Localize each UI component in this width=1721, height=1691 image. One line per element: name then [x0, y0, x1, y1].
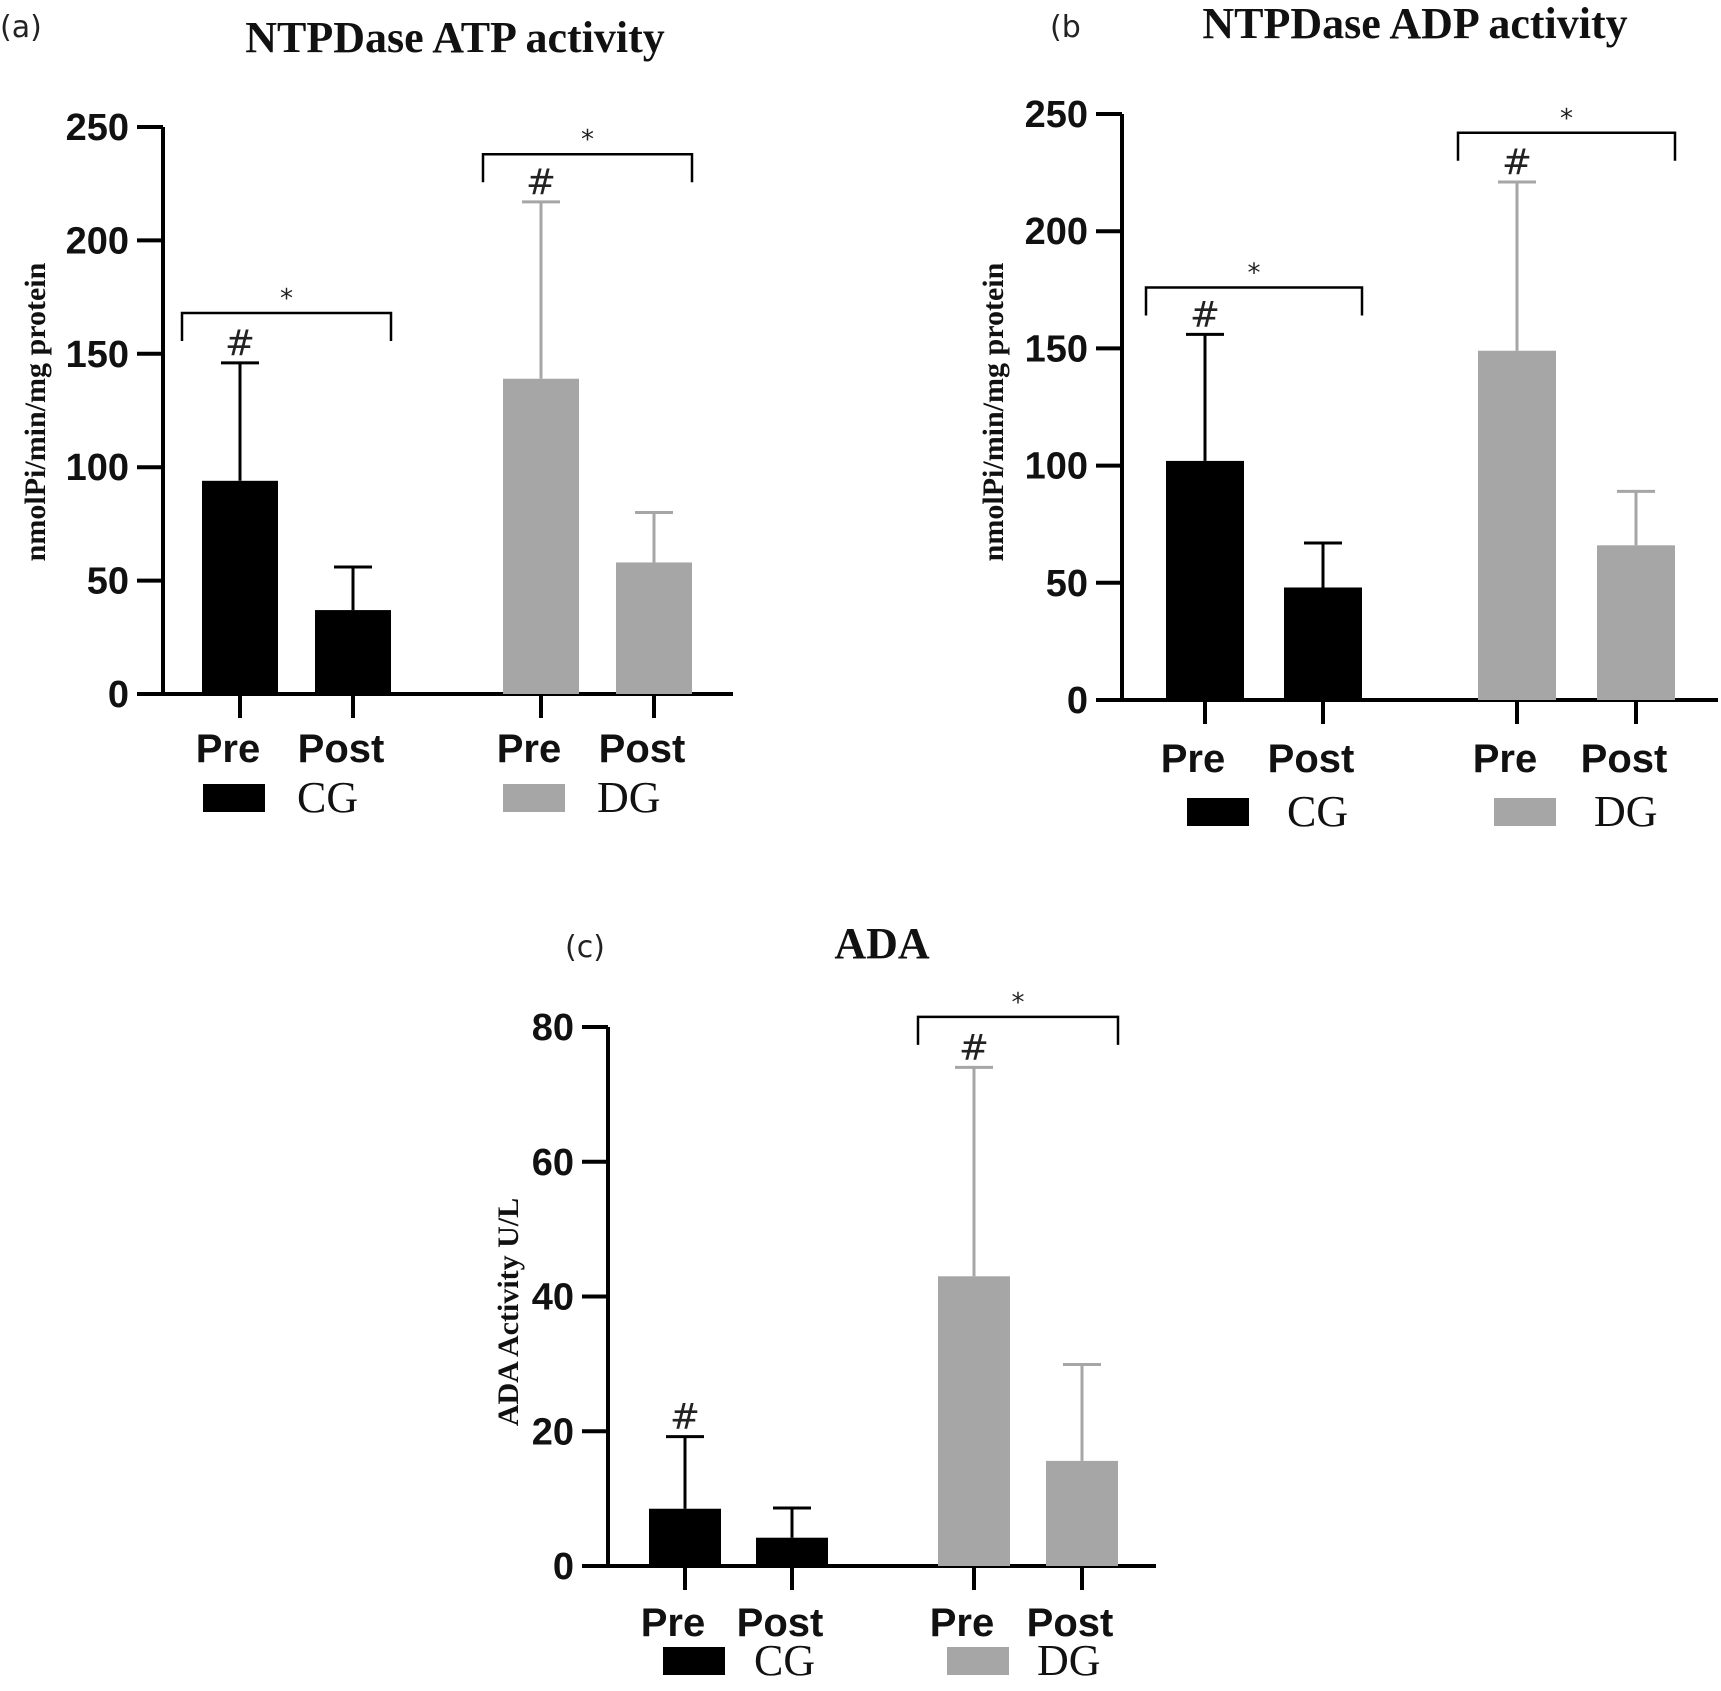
bar-dg-pre: [1478, 350, 1556, 700]
significance-star: *: [1248, 258, 1261, 288]
y-axis-label: nmolPi/min/mg protein: [977, 262, 1010, 561]
hash-marker: #: [1502, 142, 1532, 183]
significance-bracket: [916, 1015, 1120, 1045]
hash-marker: #: [1190, 294, 1220, 335]
hash-marker: #: [670, 1397, 700, 1438]
bar-dg-post: [616, 562, 692, 694]
y-axis-label: ADA Activity U/L: [492, 1198, 525, 1426]
y-axis-label: nmolPi/min/mg protein: [19, 262, 52, 561]
y-tick-label: 40: [532, 1277, 574, 1319]
hash-marker: #: [526, 162, 556, 203]
legend-label-dg: DG: [597, 773, 661, 822]
legend-label-cg: CG: [754, 1636, 815, 1685]
significance-bracket: [1456, 131, 1677, 161]
y-tick-label: 0: [108, 674, 129, 716]
legend-swatch-dg: [1494, 798, 1556, 826]
bar-dg-pre: [938, 1276, 1010, 1566]
significance-star: *: [581, 125, 594, 155]
x-category-label: Post: [737, 1601, 824, 1645]
panel-label: (c): [565, 930, 605, 965]
legend-label-dg: DG: [1594, 787, 1658, 836]
x-category-label: Pre: [1473, 737, 1538, 781]
legend-label-cg: CG: [1287, 787, 1348, 836]
legend-swatch-cg: [663, 1647, 725, 1675]
y-tick-label: 0: [553, 1546, 574, 1588]
bar-dg-post: [1046, 1460, 1118, 1566]
y-tick-label: 200: [66, 220, 129, 262]
x-category-label: Pre: [1161, 737, 1226, 781]
x-category-label: Post: [1581, 737, 1668, 781]
significance-star: *: [1012, 988, 1025, 1018]
chart-panel-3: (c) ADA ADA Activity U/L 0 20 40 60 80 # Pre Post #…: [492, 919, 1156, 1685]
chart-title: ADA: [834, 919, 930, 968]
y-tick-label: 200: [1025, 211, 1088, 253]
panel-label: (b: [1050, 10, 1081, 45]
chart-panel-2: (b NTPDase ADP activity nmolPi/min/mg prot…: [977, 0, 1718, 836]
y-tick-label: 250: [1025, 94, 1088, 136]
significance-bracket: [1144, 286, 1364, 316]
bar-dg-pre: [503, 378, 579, 694]
x-category-label: Pre: [196, 727, 261, 771]
chart-title: NTPDase ATP activity: [245, 13, 665, 62]
y-tick-label: 100: [1025, 446, 1088, 488]
bar-cg-post: [315, 610, 391, 694]
x-category-label: Post: [1027, 1601, 1114, 1645]
legend-label-cg: CG: [297, 773, 358, 822]
hash-marker: #: [225, 323, 255, 364]
significance-star: *: [280, 284, 293, 314]
x-category-label: Pre: [497, 727, 562, 771]
bar-cg-post: [1284, 587, 1362, 700]
legend-label-dg: DG: [1037, 1636, 1101, 1685]
significance-bracket: [481, 152, 694, 183]
y-tick-label: 100: [66, 447, 129, 489]
hash-marker: #: [959, 1027, 989, 1068]
significance-star: *: [1560, 104, 1573, 134]
significance-bracket: [180, 311, 393, 341]
legend-swatch-dg: [947, 1647, 1009, 1675]
bar-dg-post: [1597, 545, 1675, 700]
y-tick-label: 80: [532, 1007, 574, 1049]
bar-cg-pre: [202, 480, 278, 694]
y-tick-label: 20: [532, 1411, 574, 1453]
y-tick-label: 150: [66, 334, 129, 376]
x-category-label: Post: [599, 727, 686, 771]
legend-swatch-cg: [1187, 798, 1249, 826]
panel-label: (a): [0, 10, 42, 45]
bar-cg-pre: [649, 1508, 721, 1566]
x-category-label: Post: [1268, 737, 1355, 781]
y-tick-label: 60: [532, 1142, 574, 1184]
y-tick-label: 0: [1067, 680, 1088, 722]
bar-cg-post: [756, 1537, 828, 1566]
y-tick-label: 50: [1046, 563, 1088, 605]
chart-title: NTPDase ADP activity: [1202, 0, 1627, 48]
chart-panel-1: (a) NTPDase ATP activity nmolPi/min/mg pro…: [0, 10, 733, 822]
y-tick-label: 50: [87, 561, 129, 603]
x-category-label: Pre: [641, 1601, 706, 1645]
x-category-label: Pre: [930, 1601, 995, 1645]
legend-swatch-cg: [203, 784, 265, 812]
y-tick-label: 150: [1025, 328, 1088, 370]
y-tick-label: 250: [66, 107, 129, 149]
bar-cg-pre: [1166, 460, 1244, 700]
legend-swatch-dg: [503, 784, 565, 812]
x-category-label: Post: [298, 727, 385, 771]
